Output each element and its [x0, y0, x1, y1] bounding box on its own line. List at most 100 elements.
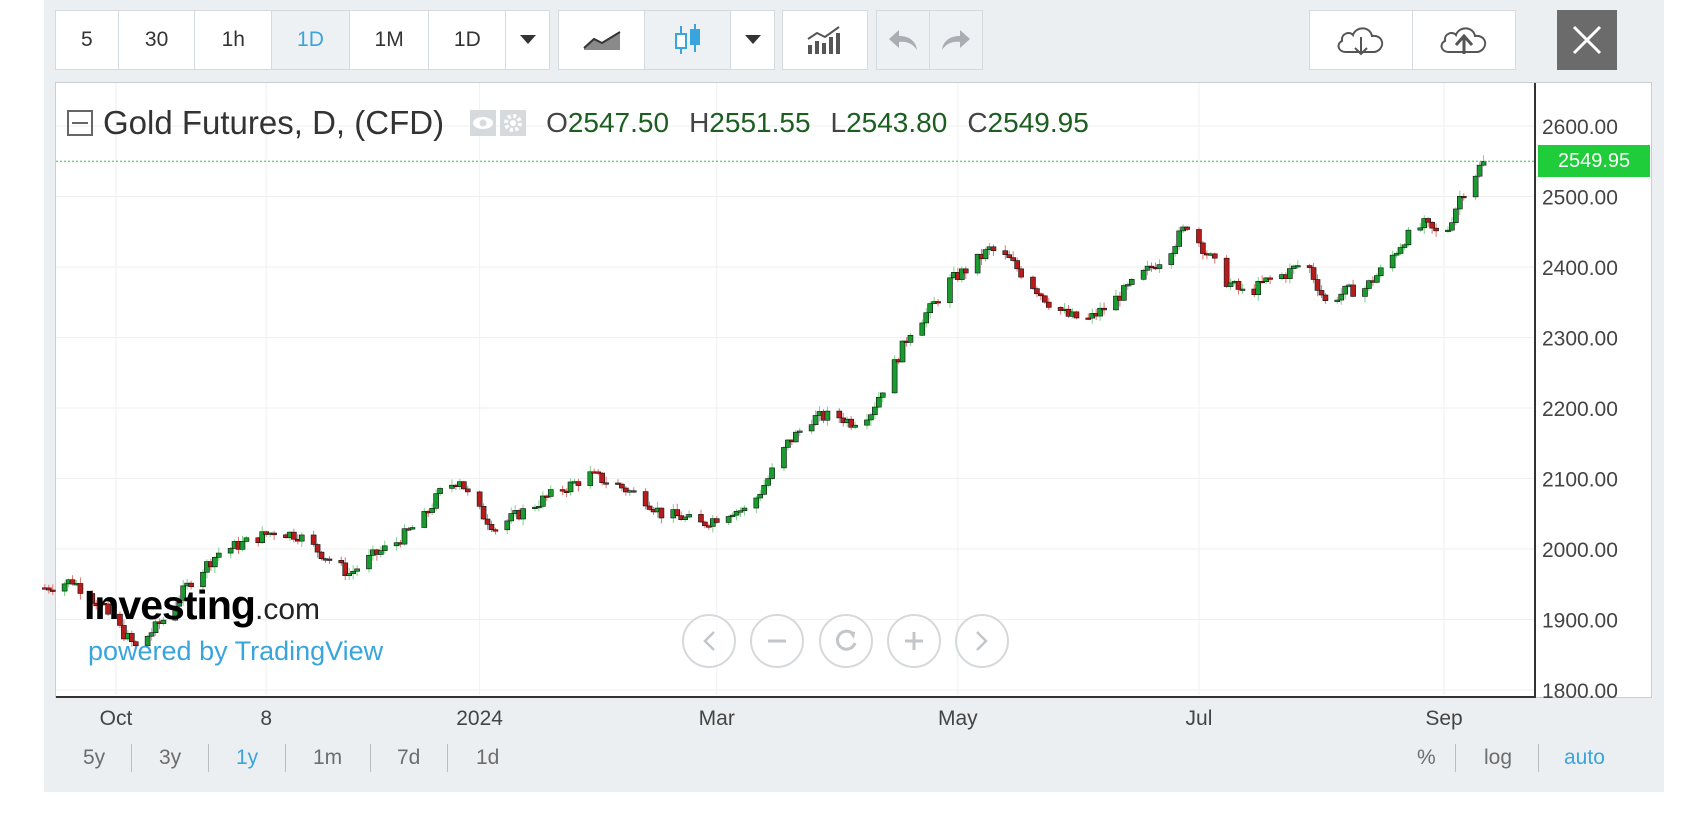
range-3y-button[interactable]: 3y — [159, 746, 182, 769]
candle-body — [508, 513, 515, 522]
candle-body — [1393, 253, 1400, 256]
candle-body — [49, 589, 56, 592]
candle-body — [785, 439, 791, 448]
chevron-down-icon — [744, 35, 761, 44]
candle-body — [959, 268, 965, 280]
chart-legend: Gold Futures, D, (CFD) O 2547.50 H 2551.55… — [67, 100, 1089, 146]
candle-body — [919, 322, 926, 336]
chart-type-dropdown-button[interactable] — [731, 11, 774, 69]
log-scale-button[interactable]: log — [1484, 746, 1513, 769]
gear-icon[interactable] — [500, 110, 527, 136]
candle-body — [1239, 288, 1246, 291]
powered-by-link[interactable]: powered by TradingView — [88, 636, 384, 666]
range-1m-button[interactable]: 1m — [313, 746, 343, 769]
percent-scale-button[interactable]: % — [1417, 746, 1436, 769]
candle-body — [1002, 250, 1009, 255]
interval-1d-alt-button[interactable]: 1D — [429, 11, 507, 69]
candle-body — [1255, 280, 1262, 295]
interval-1m-button[interactable]: 1M — [350, 11, 430, 69]
range-separator — [285, 744, 286, 772]
candle-body — [243, 537, 250, 542]
candle-body — [342, 562, 349, 576]
scroll-right-button[interactable] — [955, 614, 1009, 668]
candle-body — [1350, 284, 1356, 297]
candle-body — [658, 507, 665, 519]
range-1y-button[interactable]: 1y — [236, 746, 259, 769]
candle-body — [1476, 164, 1483, 177]
scroll-left-button[interactable] — [682, 614, 736, 668]
cloud-download-button[interactable] — [1310, 11, 1413, 69]
candle-body — [180, 585, 186, 601]
refresh-icon — [835, 629, 857, 651]
candle-body — [753, 497, 760, 509]
range-7d-button[interactable]: 7d — [397, 746, 421, 769]
candle-body — [105, 603, 111, 615]
zoom-out-button[interactable] — [750, 614, 804, 668]
candlestick-button[interactable] — [645, 11, 731, 69]
candle-body — [1287, 268, 1293, 279]
range-1d-button[interactable]: 1d — [476, 746, 500, 769]
candle-body — [1148, 265, 1155, 268]
chart-panel[interactable] — [55, 82, 1652, 698]
logo-suffix-text: .com — [254, 593, 320, 626]
indicators-button[interactable] — [783, 11, 867, 69]
low-value: 2543.80 — [846, 107, 948, 138]
candlestick-series — [42, 155, 1487, 648]
line-chart-button[interactable] — [559, 11, 645, 69]
range-5y-button[interactable]: 5y — [83, 746, 106, 769]
candle-body — [595, 471, 601, 474]
candle-body — [1073, 311, 1080, 319]
candle-body — [354, 568, 360, 572]
interval-1h-button[interactable]: 1h — [195, 11, 273, 69]
candle-body — [686, 514, 692, 518]
candle-body — [129, 633, 135, 642]
candle-body — [152, 621, 159, 633]
y-tick-label: 2200.00 — [1542, 398, 1618, 421]
candle-body — [1338, 293, 1345, 301]
close-button[interactable] — [1557, 10, 1617, 70]
candle-body — [836, 410, 843, 419]
candle-body — [1314, 279, 1321, 291]
reset-button[interactable] — [819, 614, 873, 668]
undo-button[interactable] — [877, 11, 930, 69]
x-tick-label: May — [938, 707, 978, 730]
interval-30-button[interactable]: 30 — [119, 11, 196, 69]
candle-body — [172, 605, 179, 621]
candle-body — [757, 493, 764, 499]
cloud-upload-button[interactable] — [1413, 11, 1515, 69]
candle-body — [1310, 267, 1317, 280]
candle-body — [824, 410, 831, 421]
candle-body — [1429, 221, 1435, 229]
candle-body — [46, 587, 52, 591]
close-label: C — [967, 107, 988, 138]
candle-body — [642, 491, 649, 507]
candle-body — [1377, 267, 1384, 276]
x-tick-label: 8 — [260, 707, 272, 730]
eye-icon[interactable] — [470, 110, 497, 136]
collapse-legend-icon[interactable] — [67, 110, 93, 136]
candle-body — [702, 521, 708, 527]
indicators-toolbar — [782, 10, 868, 70]
candle-body — [1421, 218, 1428, 229]
candle-body — [603, 482, 609, 485]
zoom-in-button[interactable] — [887, 614, 941, 668]
candle-body — [1006, 254, 1013, 258]
candle-body — [1014, 260, 1020, 270]
candle-body — [1227, 282, 1234, 287]
candle-body — [291, 531, 297, 540]
interval-dropdown-button[interactable] — [506, 11, 549, 69]
candle-body — [378, 550, 384, 555]
candle-body — [741, 507, 748, 512]
candle-body — [619, 483, 625, 489]
logo-bold-text: Investing — [84, 582, 256, 628]
candle-body — [899, 340, 906, 363]
history-toolbar — [876, 10, 983, 70]
auto-scale-button[interactable]: auto — [1564, 746, 1605, 769]
redo-button[interactable] — [930, 11, 982, 69]
candle-body — [876, 397, 882, 408]
indicators-icon — [807, 26, 840, 54]
candle-body — [962, 268, 969, 274]
interval-5-button[interactable]: 5 — [56, 11, 119, 69]
open-label: O — [546, 107, 568, 138]
interval-1d-button[interactable]: 1D — [272, 11, 350, 69]
